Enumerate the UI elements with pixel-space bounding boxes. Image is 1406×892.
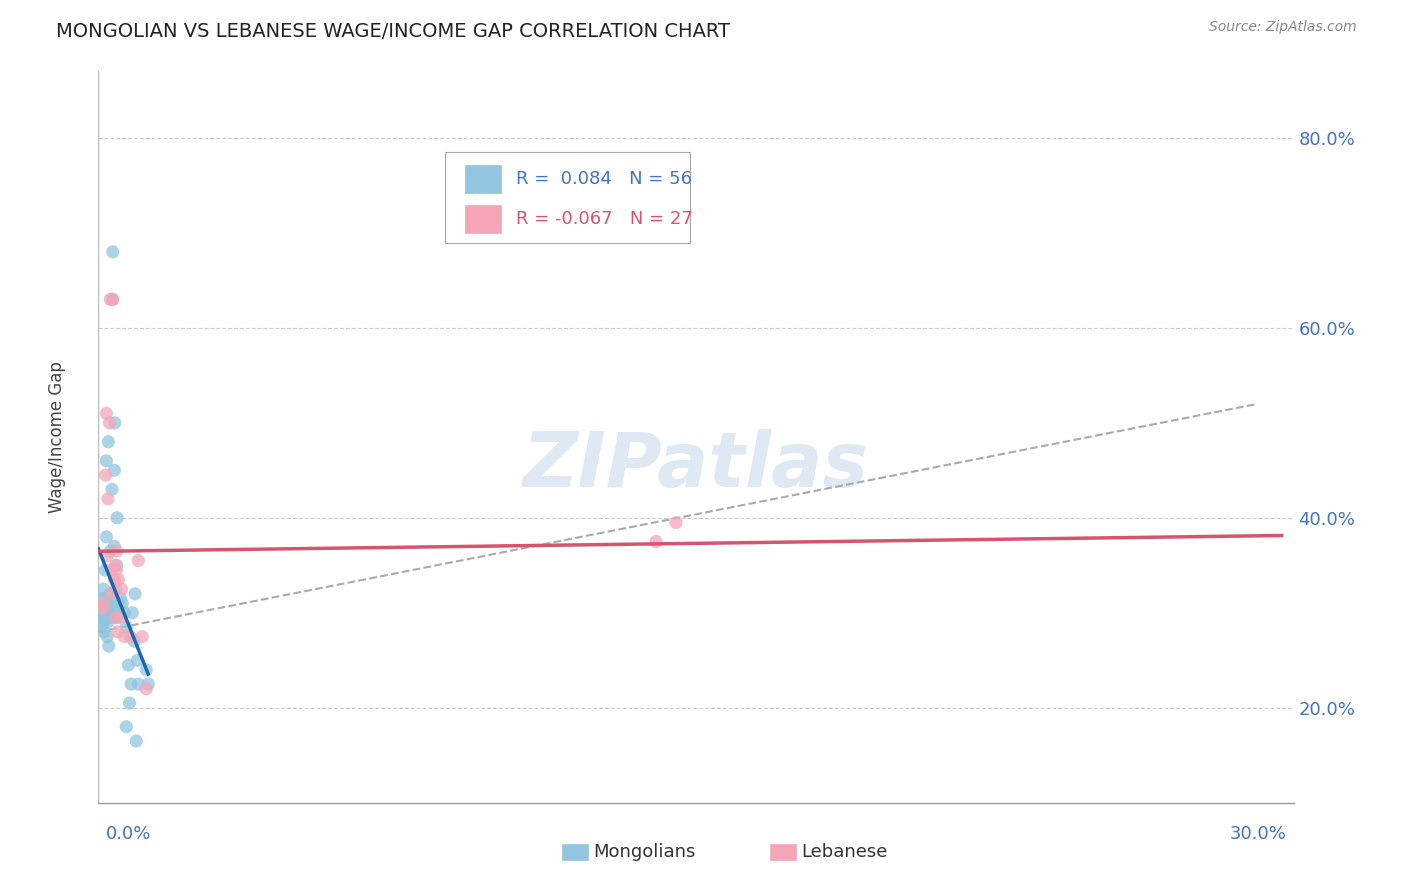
Point (127, 653, 149, 667)
Point (105, 610, 128, 624)
Text: Wage/Income Gap: Wage/Income Gap (48, 361, 66, 513)
Point (110, 591, 132, 606)
Point (94, 596, 117, 610)
Point (94, 610, 117, 624)
Text: Source: ZipAtlas.com: Source: ZipAtlas.com (1209, 20, 1357, 34)
Point (105, 558, 128, 573)
Point (91, 610, 114, 624)
Point (94, 563, 117, 577)
Point (100, 610, 122, 624)
Point (101, 293, 124, 307)
Point (91, 615, 114, 630)
Point (97, 491, 120, 506)
Point (110, 610, 132, 624)
Point (127, 553, 149, 567)
Point (101, 293, 124, 307)
Point (124, 587, 146, 601)
FancyBboxPatch shape (465, 165, 501, 193)
Point (96, 606, 118, 620)
Point (120, 630, 142, 644)
Point (104, 558, 127, 573)
Point (100, 587, 122, 601)
Point (93, 610, 115, 624)
Point (96, 454, 118, 468)
Point (112, 606, 135, 620)
Point (98, 606, 121, 620)
Text: 0.0%: 0.0% (105, 825, 150, 843)
Point (103, 463, 125, 477)
Point (96, 549, 118, 563)
Point (124, 634, 146, 648)
Text: R =  0.084   N = 56: R = 0.084 N = 56 (516, 170, 692, 188)
Text: Mongolians: Mongolians (593, 843, 696, 861)
Point (94, 591, 117, 606)
Point (97, 615, 120, 630)
Point (104, 601, 127, 615)
Point (104, 416, 127, 430)
Point (120, 677, 142, 691)
Point (94, 468, 117, 483)
Point (101, 563, 124, 577)
Point (96, 406, 118, 420)
Point (135, 681, 157, 696)
Text: MONGOLIAN VS LEBANESE WAGE/INCOME GAP CORRELATION CHART: MONGOLIAN VS LEBANESE WAGE/INCOME GAP CO… (56, 22, 730, 41)
Point (101, 483, 124, 497)
Point (93, 624, 115, 639)
Point (91, 591, 114, 606)
Point (105, 563, 128, 577)
Point (136, 677, 159, 691)
Point (97, 434, 120, 449)
FancyBboxPatch shape (465, 204, 501, 233)
Text: Lebanese: Lebanese (801, 843, 887, 861)
Point (107, 573, 129, 587)
Point (117, 658, 139, 673)
Point (90, 620, 112, 634)
Point (103, 591, 125, 606)
Point (91, 596, 114, 610)
Point (115, 720, 138, 734)
Point (98, 587, 122, 601)
Point (91, 601, 114, 615)
Point (105, 544, 128, 558)
Point (111, 596, 134, 610)
Point (105, 511, 128, 525)
Point (97, 596, 120, 610)
Point (98, 544, 122, 558)
Point (115, 620, 138, 634)
FancyBboxPatch shape (446, 152, 690, 244)
Point (91, 601, 114, 615)
Point (110, 582, 132, 596)
Point (96, 530, 118, 544)
Point (98, 416, 121, 430)
Point (121, 606, 143, 620)
Point (131, 630, 153, 644)
Point (127, 677, 149, 691)
Point (112, 630, 135, 644)
Point (103, 573, 125, 587)
Point (97, 639, 120, 653)
Point (93, 606, 115, 620)
Text: 30.0%: 30.0% (1230, 825, 1286, 843)
Point (93, 582, 115, 596)
Text: ZIPatlas: ZIPatlas (523, 429, 869, 503)
Point (100, 596, 122, 610)
Point (104, 610, 127, 624)
Point (107, 624, 129, 639)
Point (90, 606, 112, 620)
Point (125, 734, 148, 748)
Point (96, 630, 118, 644)
Point (665, 516, 688, 530)
Text: R = -0.067   N = 27: R = -0.067 N = 27 (516, 210, 692, 227)
Point (98, 293, 122, 307)
Point (135, 663, 157, 677)
Point (107, 601, 129, 615)
Point (103, 539, 125, 553)
Point (104, 582, 127, 596)
Point (101, 244, 124, 259)
Point (118, 696, 141, 710)
Point (645, 534, 668, 549)
